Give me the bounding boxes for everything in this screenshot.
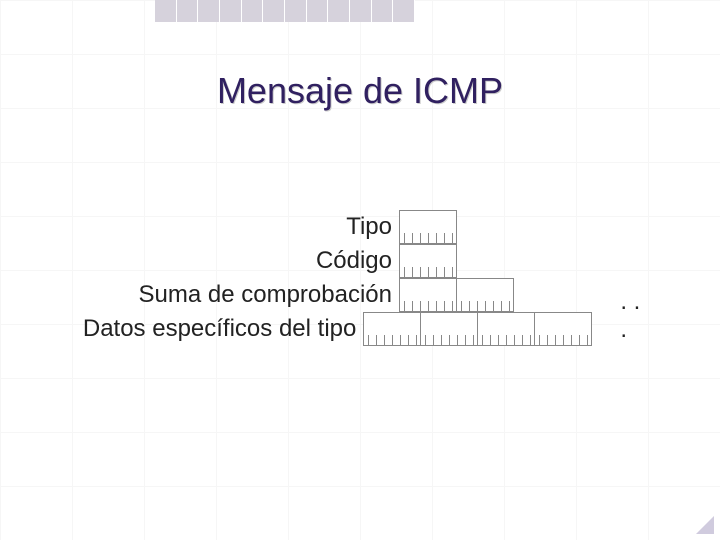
header-block [328, 0, 350, 22]
bit-tick [482, 335, 483, 345]
page-title: Mensaje de ICMP [0, 70, 720, 112]
bit-tick [493, 301, 494, 311]
bit-tick [392, 335, 393, 345]
byte-boxes [364, 312, 592, 346]
bit-tick [404, 301, 405, 311]
byte-box [534, 312, 592, 346]
bit-tick [444, 267, 445, 277]
bit-tick [477, 301, 478, 311]
header-block [198, 0, 220, 22]
field-label: Código [70, 247, 400, 275]
byte-box [420, 312, 478, 346]
bit-tick [547, 335, 548, 345]
bit-tick [555, 335, 556, 345]
bit-tick [420, 301, 421, 311]
bit-tick [428, 233, 429, 243]
bit-tick [452, 267, 453, 277]
field-label: Suma de comprobación [70, 281, 400, 309]
byte-box [456, 278, 514, 312]
bit-tick [404, 233, 405, 243]
bit-tick [420, 233, 421, 243]
bit-tick [428, 267, 429, 277]
byte-box [399, 210, 457, 244]
header-block [242, 0, 264, 22]
header-block [393, 0, 415, 22]
bit-tick [530, 335, 531, 345]
bit-tick [449, 335, 450, 345]
header-block [263, 0, 285, 22]
bit-tick [444, 301, 445, 311]
header-block [220, 0, 242, 22]
byte-box [399, 244, 457, 278]
header-block [285, 0, 307, 22]
bit-tick [420, 267, 421, 277]
diagram-row: Suma de comprobación [70, 278, 650, 312]
icmp-diagram: Tipo Código Suma de comprobación Datos espe… [70, 210, 650, 346]
bit-tick [465, 335, 466, 345]
bit-tick [473, 335, 474, 345]
bit-tick [509, 301, 510, 311]
header-bar [155, 0, 415, 22]
bit-tick [400, 335, 401, 345]
header-block [350, 0, 372, 22]
diagram-row: Código [70, 244, 650, 278]
byte-box [477, 312, 535, 346]
diagram-row: Tipo [70, 210, 650, 244]
bit-tick [425, 335, 426, 345]
header-block [307, 0, 329, 22]
byte-boxes [400, 210, 457, 244]
bit-tick [368, 335, 369, 345]
header-block [155, 0, 177, 22]
field-label: Tipo [70, 213, 400, 241]
bit-tick [408, 335, 409, 345]
bit-tick [436, 301, 437, 311]
bit-tick [412, 267, 413, 277]
bit-tick [587, 335, 588, 345]
bit-tick [412, 301, 413, 311]
byte-boxes [400, 244, 457, 278]
byte-boxes [400, 278, 514, 312]
bit-tick [461, 301, 462, 311]
bit-tick [384, 335, 385, 345]
bit-tick [412, 233, 413, 243]
ellipsis: . . . [620, 288, 650, 346]
bit-tick [522, 335, 523, 345]
diagram-row: Datos específicos del tipo. . . [70, 312, 650, 346]
bit-tick [452, 233, 453, 243]
bit-tick [501, 301, 502, 311]
bit-tick [444, 233, 445, 243]
bit-tick [490, 335, 491, 345]
bit-tick [428, 301, 429, 311]
bit-tick [404, 267, 405, 277]
bit-tick [563, 335, 564, 345]
byte-box [363, 312, 421, 346]
bit-tick [441, 335, 442, 345]
bit-tick [433, 335, 434, 345]
bit-tick [514, 335, 515, 345]
bit-tick [485, 301, 486, 311]
bit-tick [506, 335, 507, 345]
bit-tick [376, 335, 377, 345]
byte-box [399, 278, 457, 312]
bit-tick [539, 335, 540, 345]
field-label: Datos específicos del tipo [70, 315, 364, 343]
bit-tick [436, 267, 437, 277]
header-block [177, 0, 199, 22]
bit-tick [469, 301, 470, 311]
corner-fold-icon [696, 516, 714, 534]
bit-tick [579, 335, 580, 345]
bit-tick [452, 301, 453, 311]
bit-tick [457, 335, 458, 345]
header-block [372, 0, 394, 22]
bit-tick [571, 335, 572, 345]
bit-tick [436, 233, 437, 243]
bit-tick [416, 335, 417, 345]
bit-tick [498, 335, 499, 345]
